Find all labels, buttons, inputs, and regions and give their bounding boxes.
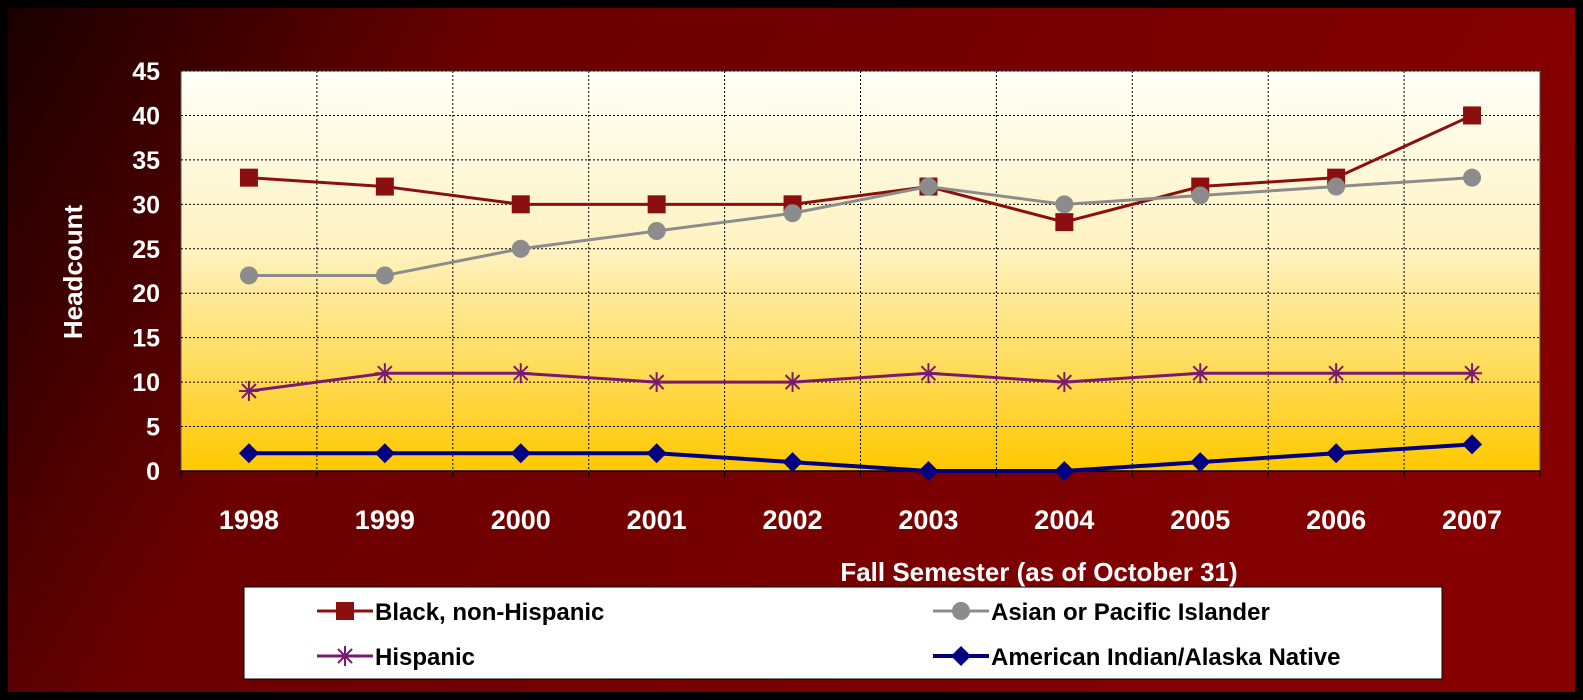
legend-swatch-marker bbox=[952, 602, 970, 620]
gridlines bbox=[180, 70, 1541, 477]
data-point bbox=[647, 222, 666, 240]
data-point bbox=[1055, 213, 1074, 232]
legend-box bbox=[243, 586, 1443, 680]
y-tick-label: 45 bbox=[132, 58, 160, 86]
data-point bbox=[375, 177, 394, 196]
legend-item: Asian or Pacific Islander bbox=[933, 599, 1270, 626]
series-line bbox=[248, 176, 1473, 277]
data-point bbox=[918, 363, 939, 384]
data-point bbox=[782, 372, 803, 393]
x-axis-ticks: 1998 1999 2000 2001 2002 2003 2004 2005 2006 2007 bbox=[219, 505, 1502, 535]
legend-label: American Indian/Alaska Native bbox=[991, 644, 1340, 671]
data-point bbox=[1463, 106, 1482, 125]
x-tick-label: 2002 bbox=[763, 505, 823, 535]
legend-swatch-marker bbox=[951, 646, 971, 666]
legend-swatch-marker bbox=[335, 646, 355, 666]
data-point bbox=[1462, 434, 1483, 455]
data-point bbox=[374, 443, 395, 464]
legend-label: Hispanic bbox=[375, 644, 475, 671]
data-point bbox=[1190, 452, 1211, 473]
y-tick-label: 20 bbox=[132, 280, 160, 308]
data-point bbox=[1326, 443, 1347, 464]
data-point bbox=[239, 266, 258, 285]
series-line bbox=[248, 371, 1473, 393]
x-axis-label: Fall Semester (as of October 31) bbox=[840, 557, 1237, 587]
data-point bbox=[646, 443, 667, 464]
x-tick-label: 2003 bbox=[898, 505, 958, 535]
data-point bbox=[375, 266, 394, 285]
y-axis-ticks: 0 5 10 15 20 25 30 35 40 45 bbox=[132, 58, 160, 486]
y-axis-label: Headcount bbox=[58, 204, 88, 339]
x-tick-label: 2005 bbox=[1170, 505, 1230, 535]
x-tick-label: 1999 bbox=[355, 505, 415, 535]
x-tick-label: 2007 bbox=[1442, 505, 1502, 535]
y-tick-label: 25 bbox=[132, 236, 160, 264]
data-point bbox=[1190, 363, 1211, 384]
legend-label: Asian or Pacific Islander bbox=[991, 599, 1270, 626]
data-point bbox=[1462, 363, 1483, 384]
x-tick-label: 2006 bbox=[1306, 505, 1366, 535]
x-tick-label: 2004 bbox=[1034, 505, 1094, 535]
data-point bbox=[510, 363, 531, 384]
data-point bbox=[1326, 363, 1347, 384]
data-point bbox=[918, 461, 939, 481]
x-tick-label: 2000 bbox=[491, 505, 551, 535]
y-tick-label: 5 bbox=[146, 414, 160, 442]
data-point bbox=[1463, 168, 1482, 187]
data-point bbox=[238, 443, 259, 464]
data-point bbox=[374, 363, 395, 384]
y-tick-label: 35 bbox=[132, 147, 160, 175]
x-tick-label: 2001 bbox=[627, 505, 687, 535]
series-line bbox=[248, 114, 1473, 224]
data-point bbox=[238, 381, 259, 401]
legend: Black, non-Hispanic Asian or Pacific Isla… bbox=[243, 586, 1443, 680]
data-point bbox=[782, 452, 803, 473]
legend-item: Hispanic bbox=[317, 644, 475, 671]
data-point bbox=[510, 443, 531, 464]
legend-swatch-marker bbox=[336, 602, 354, 620]
y-tick-label: 15 bbox=[132, 325, 160, 353]
data-point bbox=[239, 168, 258, 187]
data-point bbox=[511, 239, 530, 258]
data-point bbox=[647, 195, 666, 214]
x-tick-label: 1998 bbox=[219, 505, 279, 535]
data-point bbox=[783, 204, 802, 223]
legend-item: American Indian/Alaska Native bbox=[933, 644, 1340, 671]
legend-label: Black, non-Hispanic bbox=[375, 599, 604, 626]
y-tick-label: 10 bbox=[132, 369, 160, 397]
legend-item: Black, non-Hispanic bbox=[317, 599, 604, 626]
series-circle bbox=[239, 168, 1482, 285]
data-point bbox=[1191, 186, 1210, 205]
data-point bbox=[1055, 195, 1074, 214]
series-group bbox=[238, 106, 1483, 481]
y-tick-label: 30 bbox=[132, 191, 160, 219]
data-point bbox=[1327, 177, 1346, 196]
series-line bbox=[248, 442, 1473, 473]
y-tick-label: 0 bbox=[146, 458, 160, 486]
data-point bbox=[1054, 461, 1075, 481]
series-diamond bbox=[238, 434, 1483, 481]
data-point bbox=[646, 372, 667, 393]
data-point bbox=[1054, 372, 1075, 393]
y-tick-label: 40 bbox=[132, 102, 160, 130]
series-asterisk bbox=[238, 363, 1483, 401]
data-point bbox=[919, 177, 938, 196]
data-point bbox=[511, 195, 530, 214]
